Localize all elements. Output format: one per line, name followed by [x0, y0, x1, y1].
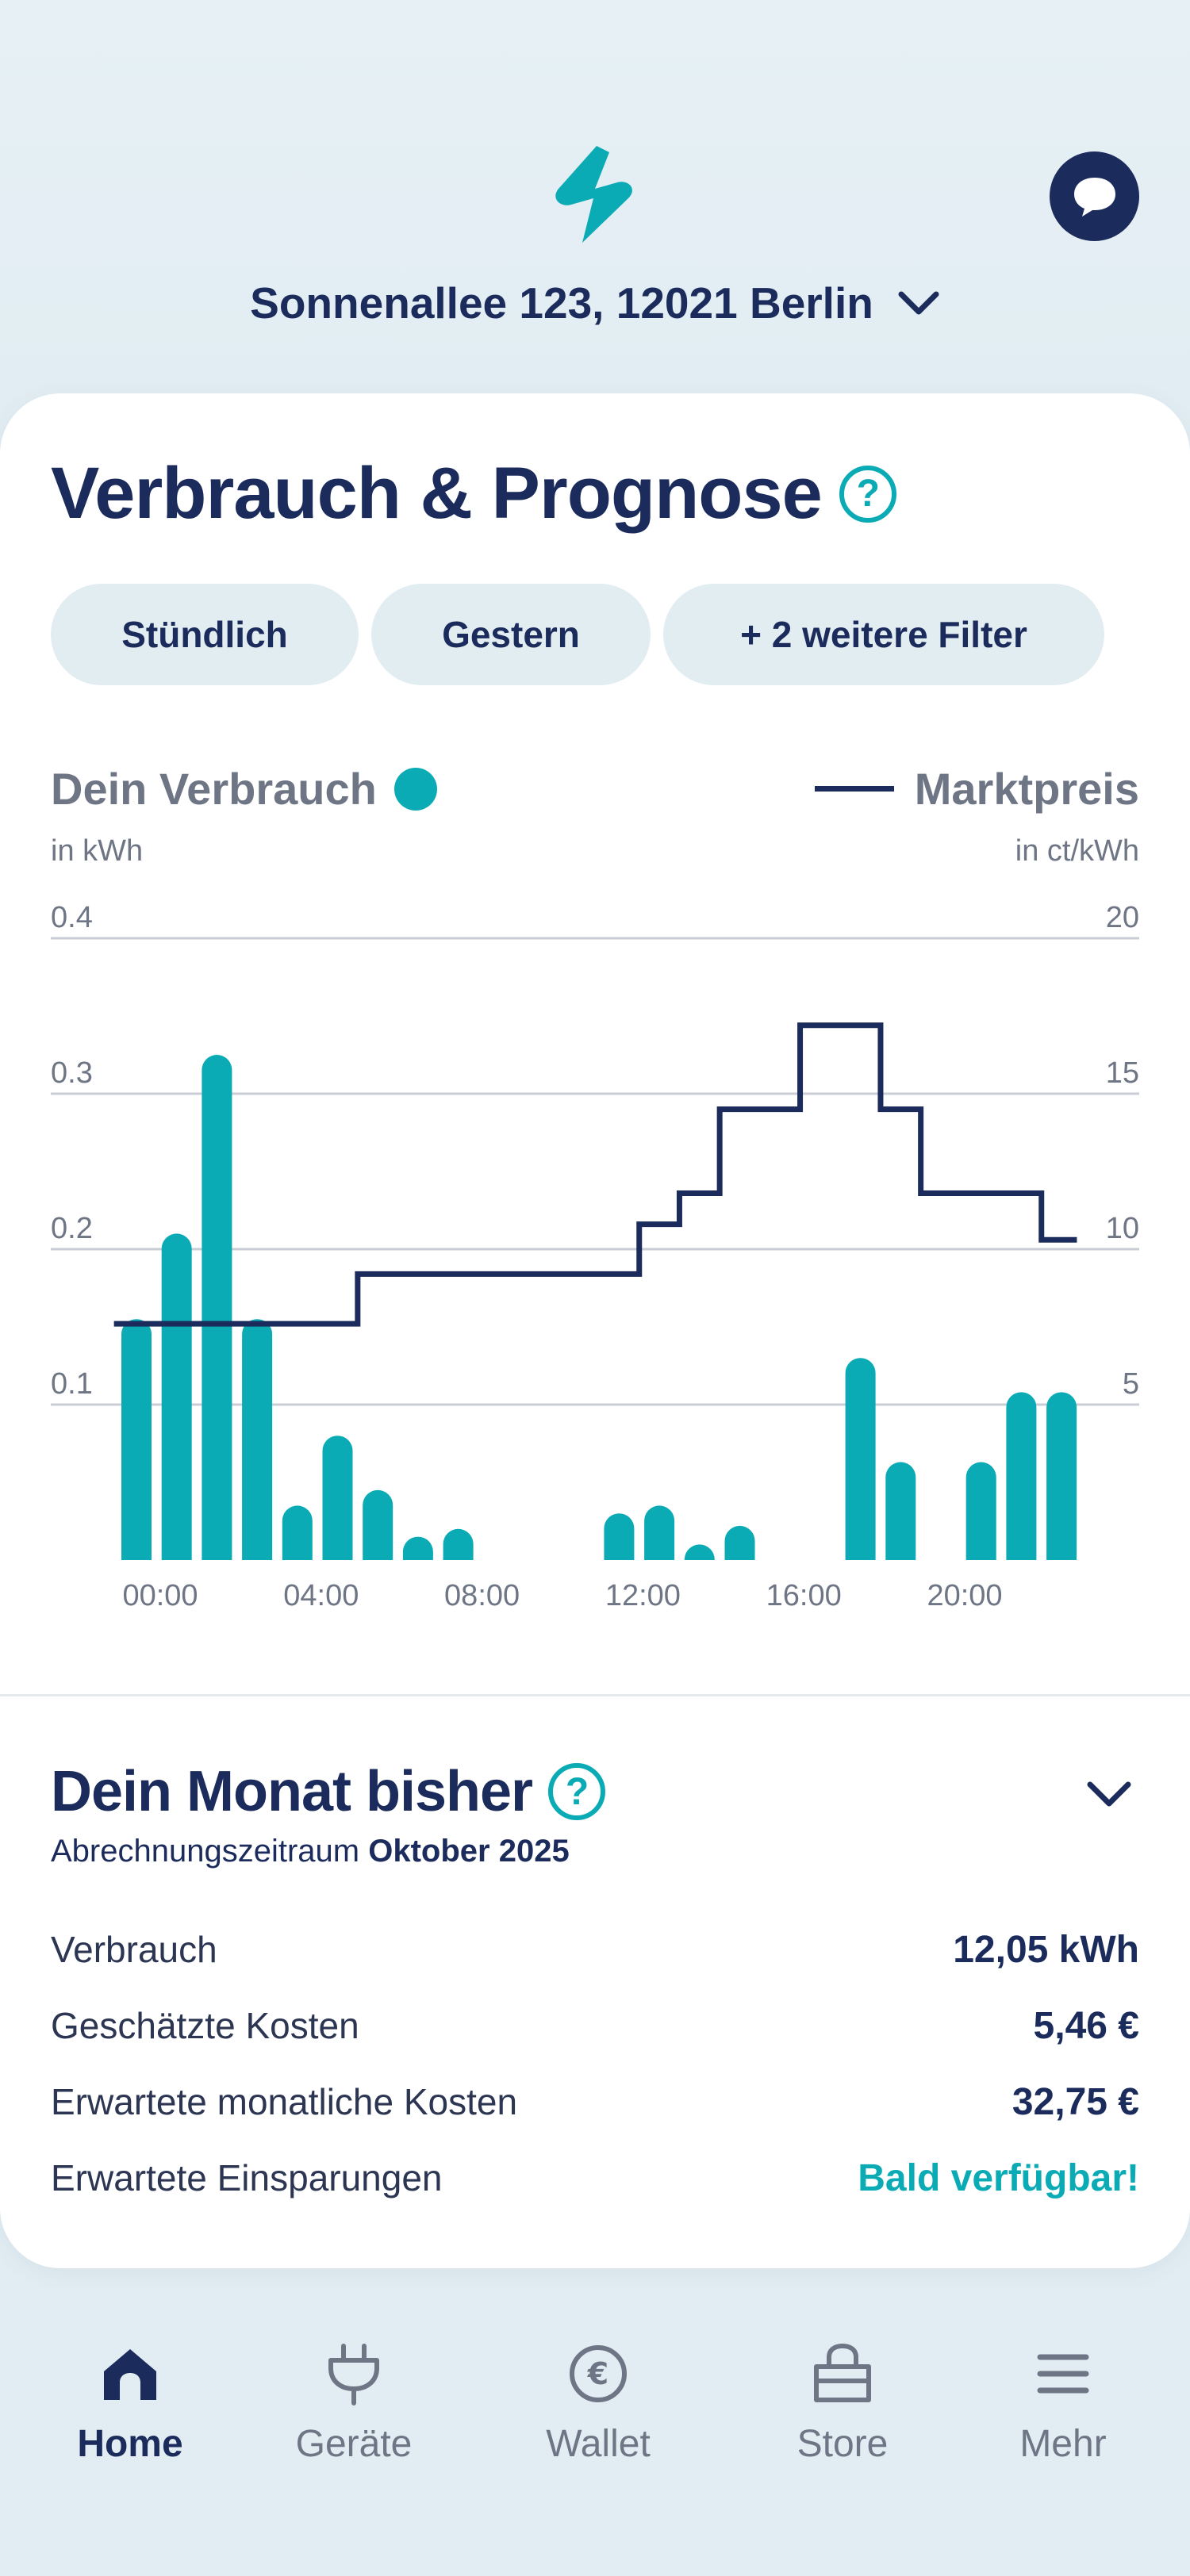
- stat-row-expected-savings: Erwartete Einsparungen Bald verfügbar!: [51, 2146, 1139, 2210]
- consumption-bar: [402, 1536, 433, 1560]
- x-tick-label: 20:00: [927, 1579, 1002, 1612]
- consumption-bar: [202, 1055, 232, 1560]
- svg-text:€: €: [587, 2356, 608, 2391]
- chevron-down-icon: [898, 291, 939, 315]
- stat-row-estimated-cost: Geschätzte Kosten 5,46 €: [51, 1994, 1139, 2057]
- legend-price-line: [814, 786, 894, 792]
- legend-consumption-dot: [393, 767, 437, 811]
- address-text: Sonnenallee 123, 12021 Berlin: [250, 278, 873, 328]
- stat-label: Erwartete Einsparungen: [51, 2157, 443, 2198]
- billing-period-value: Oktober 2025: [368, 1834, 570, 1869]
- unit-left: in kWh: [51, 834, 144, 868]
- consumption-card: [0, 393, 1190, 2268]
- chat-button[interactable]: [1050, 151, 1139, 241]
- y2-tick-label: 15: [1106, 1056, 1139, 1090]
- month-title: Dein Monat bisher ?: [51, 1759, 606, 1824]
- consumption-bar: [242, 1319, 273, 1560]
- nav-item-wallet[interactable]: € Wallet: [503, 2340, 693, 2466]
- stat-label: Erwartete monatliche Kosten: [51, 2081, 518, 2122]
- consumption-bar: [1046, 1392, 1077, 1560]
- nav-label: Mehr: [1019, 2423, 1107, 2465]
- stat-label: Geschätzte Kosten: [51, 2005, 359, 2046]
- nav-item-devices[interactable]: Geräte: [259, 2340, 449, 2466]
- menu-icon: [1037, 2354, 1089, 2394]
- x-tick-label: 12:00: [605, 1579, 681, 1612]
- x-tick-label: 16:00: [766, 1579, 842, 1612]
- consumption-bar: [282, 1505, 313, 1560]
- y-tick-label: 0.4: [51, 901, 93, 934]
- consumption-bar: [845, 1358, 876, 1560]
- plug-icon: [328, 2344, 379, 2405]
- nav-label: Wallet: [546, 2423, 651, 2465]
- consumption-bar: [121, 1319, 152, 1560]
- month-title-text: Dein Monat bisher: [51, 1760, 533, 1823]
- stat-label: Verbrauch: [51, 1929, 217, 1970]
- nav-label: Home: [77, 2423, 183, 2465]
- x-tick-label: 04:00: [283, 1579, 359, 1612]
- price-line: [113, 1022, 1077, 1327]
- filter-chip-yesterday[interactable]: Gestern: [371, 584, 651, 685]
- euro-icon: €: [570, 2345, 627, 2402]
- nav-label: Store: [797, 2423, 889, 2465]
- consumption-title: Verbrauch & Prognose ?: [51, 452, 896, 535]
- stat-row-expected-monthly-cost: Erwartete monatliche Kosten 32,75 €: [51, 2070, 1139, 2133]
- chevron-down-icon[interactable]: [1084, 1770, 1134, 1818]
- bag-icon: [814, 2344, 871, 2402]
- nav-label: Geräte: [295, 2423, 413, 2465]
- home-icon: [104, 2349, 156, 2400]
- stat-value: 32,75 €: [1012, 2080, 1139, 2123]
- consumption-bar: [443, 1528, 474, 1560]
- consumption-title-text: Verbrauch & Prognose: [51, 453, 823, 534]
- bottom-nav: [0, 2310, 1190, 2576]
- consumption-bar: [1006, 1392, 1037, 1560]
- consumption-chart: 0.1 5 0.2 10 0.3 15 0.4 20 00:00 04:00 08:00 12:00 1…: [51, 901, 1139, 1612]
- stat-value-savings: Bald verfügbar!: [858, 2156, 1139, 2199]
- chat-bubble-icon: [1073, 177, 1115, 217]
- nav-item-store[interactable]: Store: [747, 2340, 938, 2466]
- x-tick-label: 08:00: [444, 1579, 520, 1612]
- stat-value: 5,46 €: [1033, 2004, 1139, 2047]
- consumption-bar: [965, 1462, 996, 1560]
- stat-row-consumption: Verbrauch 12,05 kWh: [51, 1918, 1139, 1981]
- y2-tick-label: 10: [1106, 1212, 1139, 1245]
- x-tick-label: 00:00: [122, 1579, 198, 1612]
- unit-right: in ct/kWh: [1015, 834, 1139, 868]
- filter-chip-hourly[interactable]: Stündlich: [51, 584, 359, 685]
- y2-tick-label: 20: [1106, 901, 1139, 934]
- legend-price: Marktpreis: [814, 763, 1139, 815]
- help-icon[interactable]: ?: [548, 1763, 606, 1820]
- y-tick-label: 0.2: [51, 1212, 93, 1245]
- nav-item-home[interactable]: Home: [35, 2340, 225, 2466]
- y2-tick-label: 5: [1123, 1367, 1139, 1401]
- consumption-bar: [724, 1525, 755, 1560]
- help-icon[interactable]: ?: [839, 465, 896, 523]
- consumption-bar: [322, 1436, 353, 1560]
- address-selector[interactable]: Sonnenallee 123, 12021 Berlin: [0, 278, 1190, 328]
- section-divider: [0, 1694, 1190, 1696]
- help-icon-glyph: ?: [565, 1770, 589, 1813]
- brand-logo-icon: [555, 146, 632, 243]
- legend-price-label: Marktpreis: [914, 764, 1139, 814]
- y-tick-label: 0.1: [51, 1367, 93, 1401]
- billing-period-label: Abrechnungszeitraum: [51, 1834, 360, 1869]
- stat-value: 12,05 kWh: [953, 1928, 1139, 1971]
- legend-consumption-label: Dein Verbrauch: [51, 764, 377, 814]
- consumption-bar: [885, 1462, 916, 1560]
- consumption-bar: [604, 1513, 635, 1560]
- consumption-bar: [684, 1544, 715, 1560]
- y-tick-label: 0.3: [51, 1056, 93, 1090]
- consumption-bar: [161, 1233, 192, 1560]
- legend-consumption: Dein Verbrauch: [51, 763, 437, 815]
- help-icon-glyph: ?: [856, 473, 880, 515]
- filter-chip-more[interactable]: + 2 weitere Filter: [663, 584, 1104, 685]
- nav-item-more[interactable]: Mehr: [968, 2340, 1158, 2466]
- consumption-bar: [363, 1489, 393, 1560]
- billing-period: Abrechnungszeitraum Oktober 2025: [51, 1834, 570, 1869]
- consumption-bar: [644, 1505, 675, 1560]
